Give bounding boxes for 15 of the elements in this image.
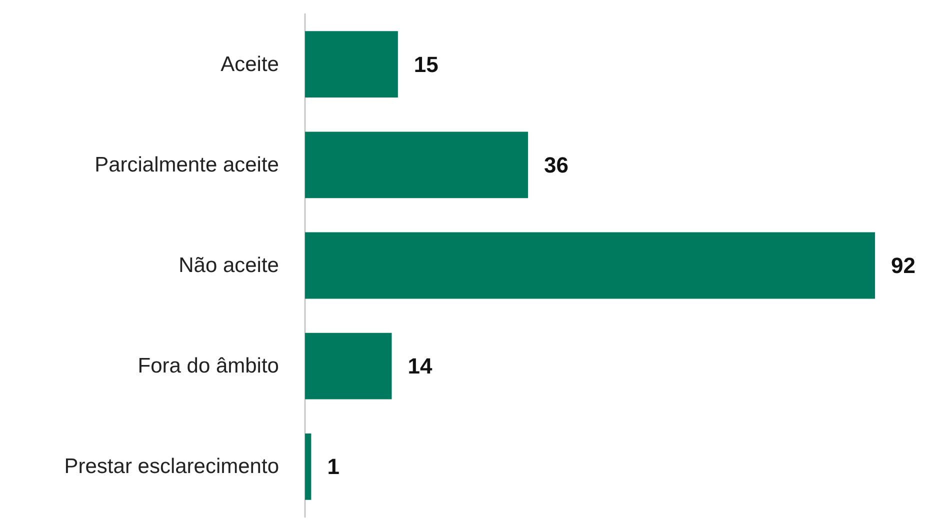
y-tick-label: Fora do âmbito (138, 354, 279, 378)
bar (305, 132, 528, 198)
data-label: 92 (891, 253, 916, 278)
bar (305, 232, 875, 299)
bar (305, 434, 312, 500)
y-tick-label: Aceite (220, 52, 279, 76)
bar (305, 332, 392, 400)
y-tick-label: Prestar esclarecimento (64, 455, 279, 478)
data-label: 1 (327, 454, 340, 480)
data-label: 15 (414, 52, 438, 77)
data-label: 14 (408, 354, 433, 379)
data-label: 36 (544, 152, 569, 178)
y-tick-label: Parcialmente aceite (94, 153, 279, 176)
y-tick-label: Não aceite (178, 254, 279, 277)
bar (305, 31, 398, 98)
